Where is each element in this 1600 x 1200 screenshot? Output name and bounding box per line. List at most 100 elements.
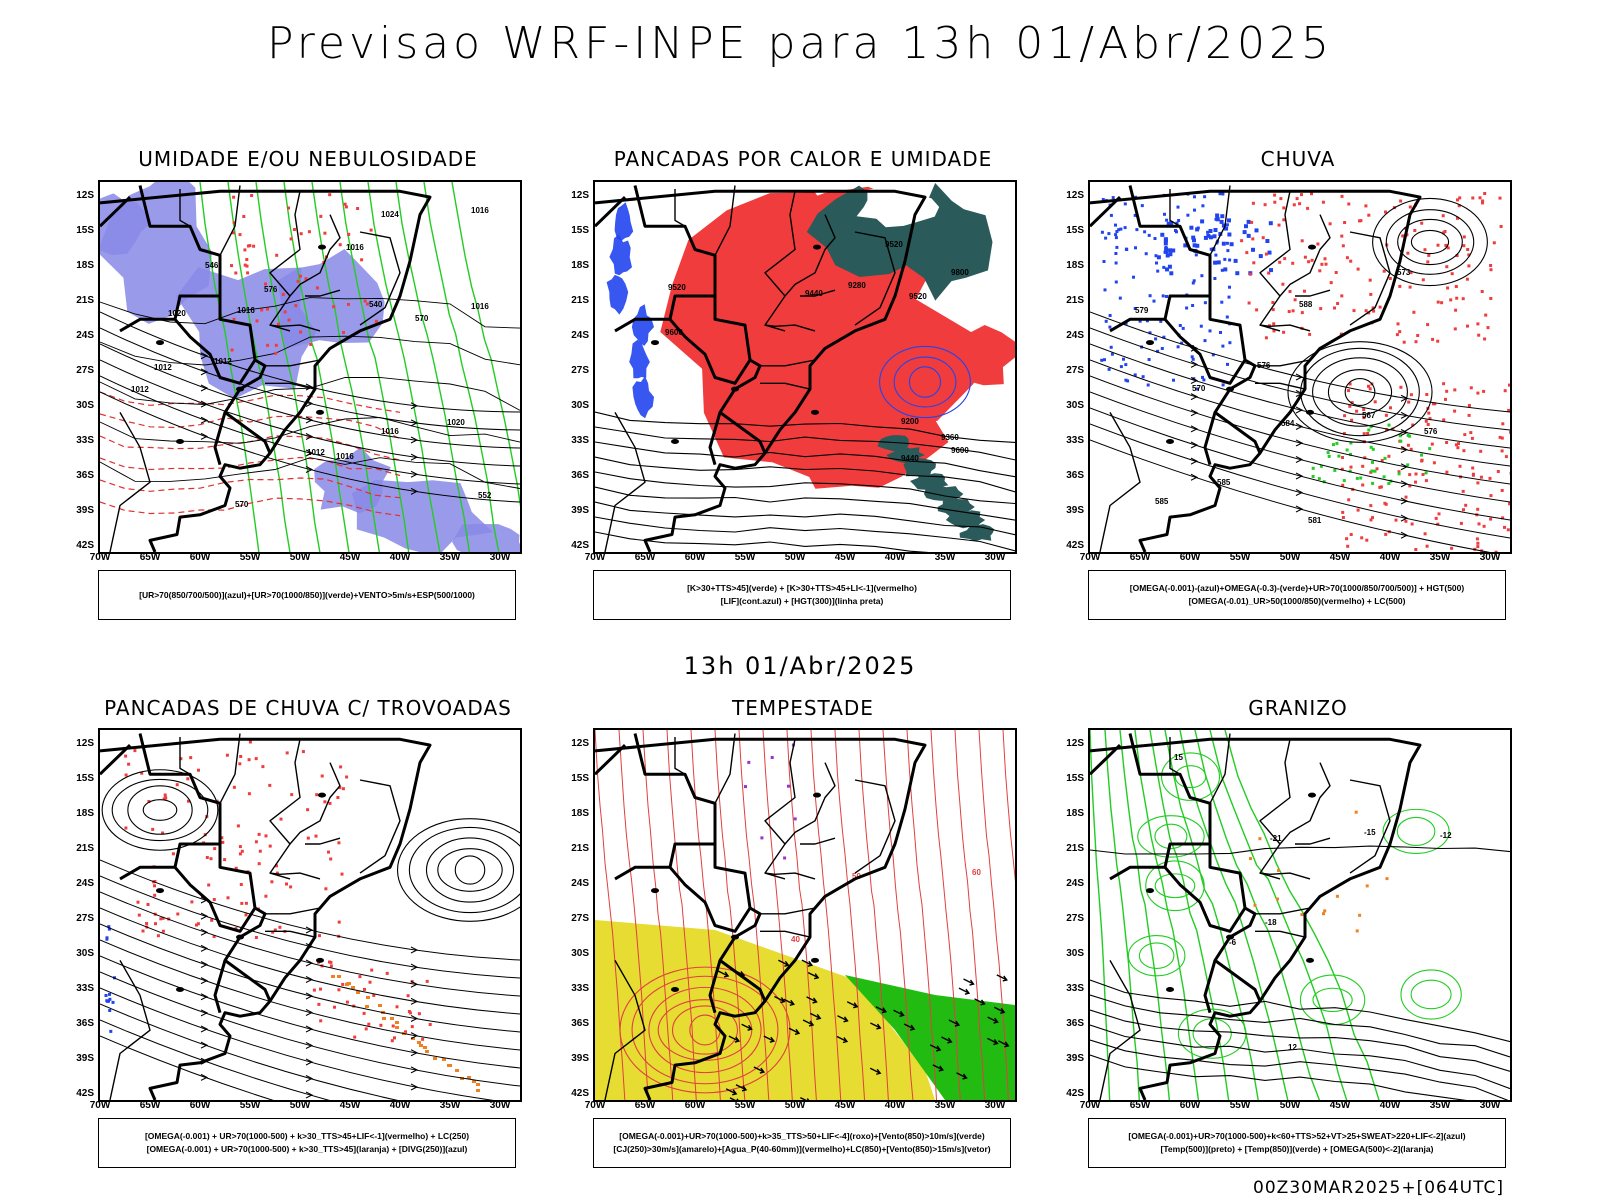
field-pixel xyxy=(1471,473,1475,477)
field-pixel xyxy=(476,1089,480,1092)
map-panel: 585 585 576 570 567 584 581 579 588 576 573 xyxy=(1088,180,1512,554)
field-pixel xyxy=(1467,253,1471,257)
contour-label: 1024 xyxy=(381,210,399,219)
field-pixel xyxy=(1363,456,1367,460)
field-pixel xyxy=(1195,387,1199,391)
field-pixel xyxy=(1436,522,1440,526)
field-pixel xyxy=(306,808,310,812)
field-pixel xyxy=(1159,319,1163,323)
streamline xyxy=(100,311,520,413)
panel-title: TEMPESTADE xyxy=(732,696,874,720)
field-pixel xyxy=(1384,210,1387,214)
lake xyxy=(811,409,819,415)
field-pixel xyxy=(225,753,229,757)
map-panel: 40 50 60 xyxy=(593,728,1017,1102)
contour-label: 1016 xyxy=(471,302,489,311)
field-pixel xyxy=(1282,330,1286,334)
legend-line: [OMEGA(-0.001)+UR>70(1000-500)+k>35_TTS>… xyxy=(619,1131,985,1141)
field-pixel xyxy=(1242,230,1247,235)
latitude-label: 42S xyxy=(571,1088,589,1099)
field-pixel xyxy=(344,205,348,209)
field-pixel xyxy=(1428,447,1432,451)
map-panel: -6 -12 -15 -18 -21 12 15 xyxy=(1088,728,1512,1102)
field-pixel xyxy=(124,826,128,830)
closed-contour xyxy=(454,855,486,885)
field-pixel xyxy=(315,793,319,797)
field-pixel xyxy=(1445,265,1449,269)
field-pixel xyxy=(1240,239,1244,243)
field-pixel xyxy=(1372,309,1376,313)
field-pixel xyxy=(1166,221,1171,226)
field-pixel xyxy=(1203,235,1208,240)
field-pixel xyxy=(1143,230,1147,234)
streamline xyxy=(1090,423,1510,539)
arrowhead xyxy=(305,383,314,391)
field-pixel xyxy=(1481,201,1484,205)
contour-label: -12 xyxy=(1440,831,1452,840)
field-pixel xyxy=(261,765,265,769)
field-pixel xyxy=(1144,252,1148,256)
field-pixel xyxy=(1209,247,1213,251)
latitude-label: 24S xyxy=(571,330,589,341)
streamline xyxy=(1090,407,1510,521)
closed-contour xyxy=(879,345,971,419)
arrowhead xyxy=(410,453,419,461)
wind-vector xyxy=(809,1012,822,1021)
contour-line xyxy=(882,730,914,1100)
field-pixel xyxy=(1409,447,1413,451)
state-border xyxy=(614,294,715,333)
contour-line xyxy=(395,182,471,552)
field-pixel xyxy=(1355,929,1359,933)
state-border xyxy=(305,289,341,297)
field-pixel xyxy=(366,996,370,999)
field-pixel xyxy=(425,1050,429,1053)
state-border xyxy=(179,189,191,227)
longitude-label: 45W xyxy=(339,552,361,563)
field-pixel xyxy=(1317,477,1321,481)
state-border xyxy=(1349,779,1391,874)
field-pixel xyxy=(1350,401,1354,405)
field-pixel xyxy=(1295,197,1299,201)
arrowhead xyxy=(200,977,209,985)
panel-title: UMIDADE E/OU NEBULOSIDADE xyxy=(138,147,478,171)
latitude-label: 24S xyxy=(1066,878,1084,889)
arrowhead xyxy=(200,928,209,936)
closed-contour xyxy=(408,826,520,914)
field-pixel xyxy=(1219,331,1222,334)
field-pixel xyxy=(1247,301,1251,305)
field-pixel xyxy=(264,894,268,898)
state-border xyxy=(305,837,341,845)
contour-line xyxy=(595,411,1015,443)
field-pixel xyxy=(1347,498,1351,502)
field-pixel xyxy=(1454,443,1458,447)
field-pixel xyxy=(1324,262,1328,266)
field-pixel xyxy=(1169,221,1174,225)
arrowhead xyxy=(305,1025,314,1033)
field-pixel xyxy=(213,847,217,851)
field-pixel xyxy=(1134,246,1137,250)
field-pixel xyxy=(1203,339,1207,343)
field-pixel xyxy=(140,771,144,775)
longitude-label: 65W xyxy=(1129,552,1151,563)
field-pixel xyxy=(1401,446,1405,450)
field-pixel xyxy=(1462,244,1466,248)
contour-label: 9800 xyxy=(951,268,969,277)
field-pixel xyxy=(1218,192,1222,196)
longitude-label: 60W xyxy=(1179,552,1201,563)
field-pixel xyxy=(1300,193,1303,197)
field-pixel xyxy=(270,880,274,884)
field-pixel xyxy=(1407,400,1411,404)
state-border xyxy=(764,872,816,880)
field-pixel xyxy=(1406,443,1410,447)
latitude-label: 39S xyxy=(571,505,589,516)
contour-line xyxy=(595,531,929,552)
longitude-label: 50W xyxy=(1279,552,1301,563)
streamline xyxy=(100,987,495,1100)
wind-vector xyxy=(846,1001,859,1009)
closed-contour xyxy=(425,837,515,903)
field-pixel xyxy=(1398,284,1402,288)
field-pixel xyxy=(382,1017,386,1020)
field-pixel xyxy=(147,800,151,803)
field-pixel xyxy=(1375,467,1379,471)
field-pixel xyxy=(1162,335,1166,339)
